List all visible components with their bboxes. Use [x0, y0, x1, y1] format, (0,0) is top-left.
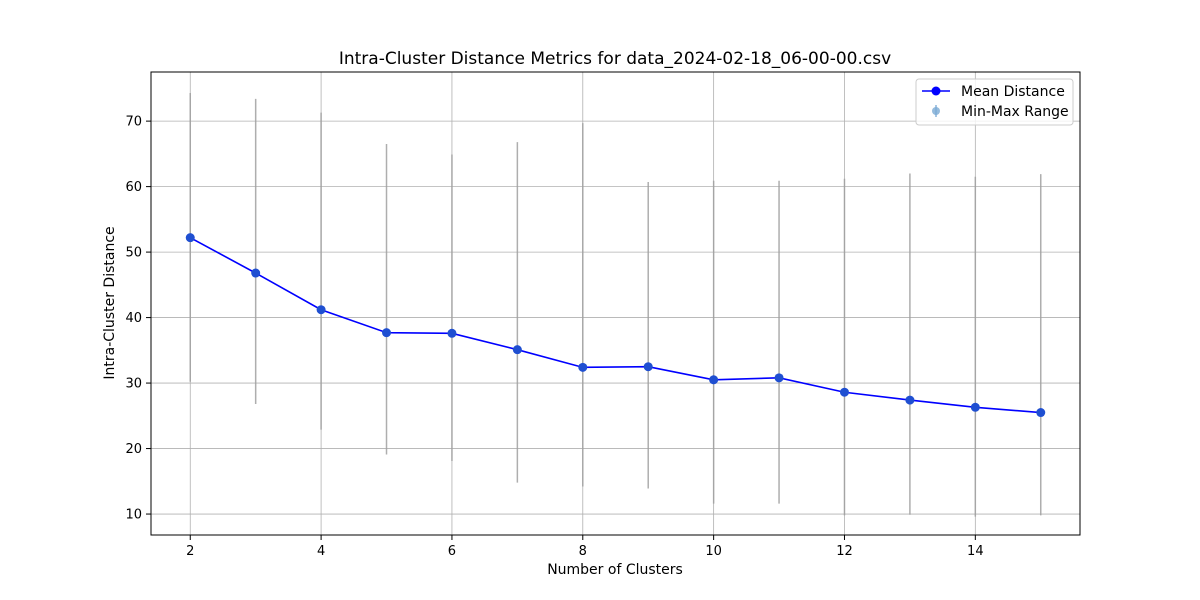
data-point [774, 373, 784, 383]
y-tick-label: 10 [125, 508, 142, 523]
chart-title: Intra-Cluster Distance Metrics for data_… [339, 49, 891, 69]
series-lines [189, 236, 1041, 414]
data-point [251, 268, 261, 278]
data-point [316, 305, 326, 315]
y-tick-label: 60 [125, 180, 142, 195]
x-axis-label: Number of Clusters [547, 562, 683, 578]
data-point [905, 395, 915, 405]
y-tick-label: 50 [125, 246, 142, 261]
legend-marker-swatch [931, 86, 941, 96]
legend-frame [915, 78, 1074, 126]
data-point [382, 328, 392, 338]
y-tick-label: 30 [125, 377, 142, 392]
plot-frame [150, 71, 1081, 536]
legend: Mean Distance Min-Max Range [915, 78, 1074, 126]
legend-label-mean: Mean Distance [961, 84, 1065, 100]
series-points [185, 233, 1046, 418]
y-axis-ticks: 10 20 30 40 50 60 70 [125, 115, 151, 523]
data-point [839, 387, 849, 397]
x-tick-label: 10 [705, 544, 722, 559]
x-tick-label: 4 [317, 544, 325, 559]
legend-label-range: Min-Max Range [961, 104, 1069, 120]
data-point [578, 362, 588, 372]
data-point [709, 375, 719, 385]
y-tick-label: 70 [125, 115, 142, 130]
y-axis-label: Intra-Cluster Distance [102, 226, 118, 379]
x-tick-label: 6 [448, 544, 456, 559]
data-point [447, 328, 457, 338]
data-point [185, 233, 195, 243]
data-point [1036, 408, 1046, 418]
y-tick-label: 40 [125, 311, 142, 326]
x-tick-label: 12 [836, 544, 853, 559]
data-point [512, 345, 522, 355]
series-line [189, 236, 1041, 414]
data-point [643, 362, 653, 372]
legend-range-marker [932, 107, 940, 115]
x-tick-label: 8 [579, 544, 587, 559]
data-point [970, 402, 980, 412]
x-tick-label: 2 [186, 544, 194, 559]
x-tick-label: 14 [967, 544, 984, 559]
y-tick-label: 20 [125, 442, 142, 457]
x-axis-ticks: 2 4 6 8 10 12 14 [186, 535, 984, 559]
